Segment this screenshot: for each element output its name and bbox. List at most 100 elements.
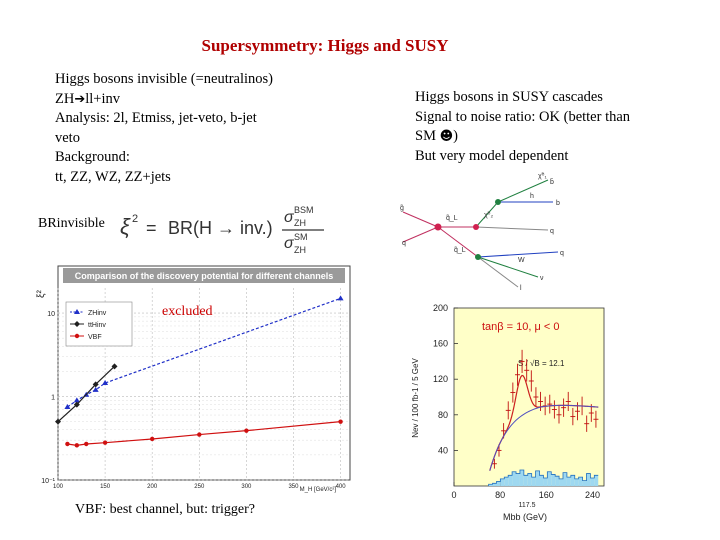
- chart1-x-tick-label: 200: [147, 484, 158, 490]
- chart1-point-vbf: [197, 432, 202, 437]
- vbf-note: VBF: best channel, but: trigger?: [75, 502, 256, 517]
- formula-eq: =: [146, 218, 157, 238]
- line-background: Background:: [55, 149, 130, 165]
- chart1-point-zhinv: [337, 295, 344, 301]
- diagram-vertex: [475, 254, 481, 260]
- formula-xi-sup: 2: [132, 213, 138, 225]
- xi-squared-formula: ξ 2 = BR(H → inv.) σ BSM ZH σ SM ZH: [120, 205, 324, 255]
- chart2-background-bar: [543, 477, 548, 486]
- chart1-point-vbf: [84, 441, 89, 447]
- diagram-label: χ̃⁰₁: [538, 172, 547, 180]
- chart2-background-bar: [555, 476, 560, 486]
- chart2-frame: [453, 307, 605, 487]
- chart2-background-bar: [516, 473, 520, 486]
- legend-marker-tthinv: [74, 321, 80, 327]
- line-susy-cascades: Higgs bosons in SUSY cascades: [415, 89, 603, 105]
- chart1-title: Comparison of the discovery potential fo…: [75, 271, 334, 281]
- chart1-point-zhinv: [73, 397, 80, 403]
- diagram-label: q̃_L: [446, 215, 458, 222]
- formula-num-sigma: σ: [284, 209, 295, 226]
- legend-label-tthinv: ttHinv: [88, 322, 106, 329]
- legend-marker-zhinv: [74, 309, 80, 314]
- diagram-label: b̄: [550, 178, 554, 186]
- chart2-annotation-peak: 117.5: [519, 502, 536, 509]
- slide-title: Supersymmetry: Higgs and SUSY: [201, 36, 449, 55]
- chart2-background-bar: [578, 477, 583, 486]
- diagram-label: b: [556, 200, 560, 207]
- sm-label: SM: [415, 128, 436, 144]
- chart2-annotation-tanbeta: tanβ = 10, μ < 0: [482, 321, 560, 333]
- chart2-background-bar: [523, 475, 528, 486]
- diagram-line: [437, 226, 479, 258]
- chart2-background-bar: [570, 475, 575, 486]
- chart2-background-bar: [594, 475, 599, 486]
- diagram-label: q: [560, 250, 564, 257]
- diagram-label: ν: [540, 275, 544, 282]
- chart1-point-tthinv: [55, 418, 61, 425]
- chart1-xlabel: M_H [GeV/c²]: [300, 487, 337, 493]
- chart2-background-bar: [512, 471, 517, 486]
- line-background-list: tt, ZZ, WZ, ZZ+jets: [55, 168, 171, 185]
- diagram-line: [475, 226, 549, 231]
- chart2-x-tick-label: 0: [451, 490, 456, 500]
- diagram-label: h: [530, 193, 534, 200]
- chart1-point-tthinv: [92, 381, 99, 388]
- formula-br: BR(H → inv.): [168, 218, 273, 238]
- diagram-label: q̃_L: [454, 247, 466, 254]
- chart2-x-tick-label: 240: [585, 490, 600, 500]
- chart1-point-vbf: [74, 443, 80, 448]
- legend-label-vbf: VBF: [88, 334, 102, 341]
- chart1-point-zhinv: [92, 386, 99, 392]
- chart2-background-bar: [504, 477, 509, 486]
- excluded-label: excluded: [162, 304, 213, 319]
- line-analysis-cont: veto: [55, 129, 80, 146]
- susy-cascade-diagram: q̃_L χ̃⁰₂ h χ̃⁰₁ g̃ q̃_L b b̄ q q ν l W …: [400, 172, 564, 292]
- chart1-x-tick-label: 100: [53, 484, 64, 490]
- diagram-label: χ̃⁰₂: [484, 211, 493, 219]
- chart1-y-tick-label: 10⁻¹: [41, 478, 55, 485]
- chart2-background-outline: [488, 469, 599, 486]
- chart1-x-tick-label: 250: [194, 484, 205, 490]
- chart1-point-zhinv: [64, 403, 71, 409]
- chart1-point-tthinv: [111, 363, 118, 370]
- chart2-background-bar: [500, 478, 505, 486]
- chart1-legend: ZHinv ttHinv VBF: [65, 301, 133, 347]
- chart2-background-bar: [582, 480, 587, 486]
- smiley-icon: ☻: [439, 129, 454, 144]
- chart2-background-bar: [531, 477, 536, 486]
- line-sm: SM ☻): [415, 127, 705, 147]
- chart1-x-tick-label: 350: [288, 484, 299, 490]
- ll-inv-label: ll+inv: [85, 90, 121, 107]
- chart2-y-tick-label: 80: [438, 410, 448, 420]
- chart1-point-zhinv: [102, 380, 109, 386]
- diagram-line: [402, 226, 439, 243]
- chart2-y-tick-label: 160: [433, 339, 448, 349]
- chart1-series-line-zhinv: [67, 297, 341, 408]
- diagram-line: [402, 211, 439, 228]
- diagram-label: g̃: [400, 205, 404, 212]
- chart2-background-fit-curve: [489, 404, 599, 471]
- diagram-vertex: [434, 223, 442, 231]
- legend-marker-vbf: [74, 333, 80, 339]
- chart2-background-bar: [551, 474, 556, 486]
- diagram-line: [477, 256, 519, 288]
- chart2-background-bar: [535, 470, 540, 486]
- diagram-line: [475, 201, 499, 228]
- formula-xi: ξ: [120, 214, 131, 239]
- chart2-x-tick-label: 80: [495, 490, 505, 500]
- chart2-ylabel: Nev / 100 fb-1 / 5 GeV: [411, 358, 420, 438]
- formula-num-sub: ZH: [294, 218, 306, 228]
- line-higgs-invisible: Higgs bosons invisible (=neutralinos): [55, 71, 274, 87]
- mbb-spectrum-chart: Nev / 100 fb-1 / 5 GeV Mbb (GeV) tanβ = …: [411, 303, 605, 522]
- formula-num-sup: BSM: [294, 205, 314, 215]
- chart1-point-vbf: [102, 440, 108, 445]
- chart1-y-tick-label: 1: [51, 395, 55, 402]
- diagram-vertex: [473, 224, 479, 230]
- chart2-y-tick-label: 120: [433, 374, 448, 384]
- chart2-background-bar: [566, 477, 571, 486]
- legend-label-zhinv: ZHinv: [88, 310, 107, 317]
- diagram-label: q: [402, 240, 406, 247]
- chart2-background-bar: [508, 475, 513, 486]
- diagram-label: W: [518, 257, 525, 264]
- chart1-point-vbf: [65, 441, 70, 447]
